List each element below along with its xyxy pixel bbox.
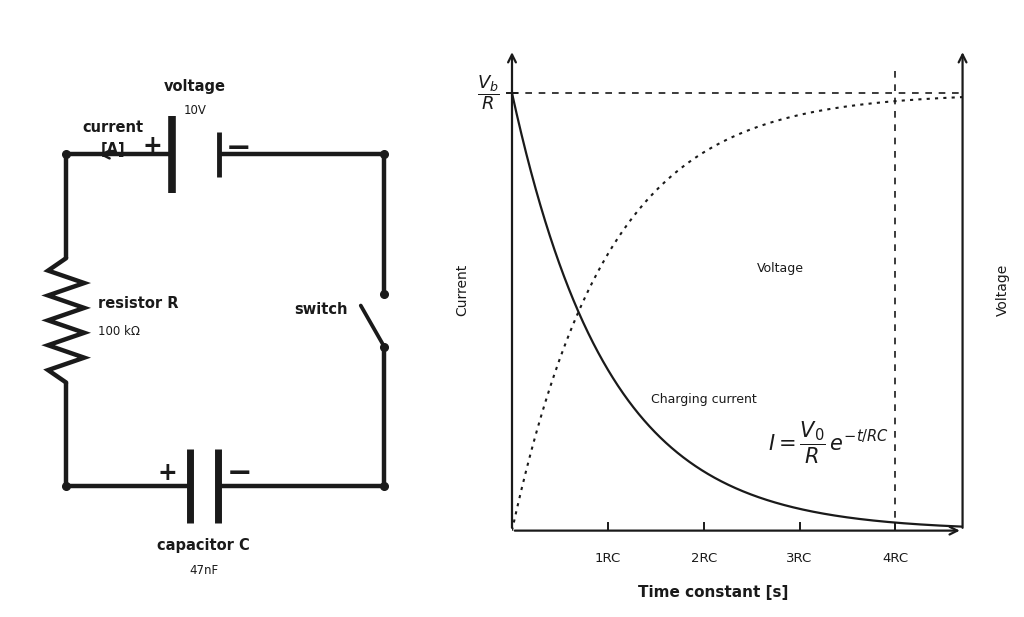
Text: Time constant [s]: Time constant [s]	[638, 586, 788, 600]
Text: Voltage: Voltage	[757, 262, 804, 275]
Text: $I = \dfrac{V_0}{R}\,e^{-t/RC}$: $I = \dfrac{V_0}{R}\,e^{-t/RC}$	[768, 420, 889, 466]
Text: capacitor C: capacitor C	[158, 538, 250, 553]
Text: 10V: 10V	[183, 104, 207, 117]
Text: 1RC: 1RC	[595, 552, 621, 566]
Text: 47nF: 47nF	[189, 564, 218, 577]
Text: switch: switch	[294, 302, 348, 317]
Text: Charging current: Charging current	[651, 393, 757, 406]
Text: 3RC: 3RC	[786, 552, 813, 566]
Text: 2RC: 2RC	[690, 552, 717, 566]
Text: +: +	[158, 461, 177, 485]
Text: +: +	[142, 134, 162, 157]
Text: Voltage: Voltage	[996, 264, 1010, 316]
Text: voltage: voltage	[164, 79, 226, 94]
Text: $\dfrac{V_b}{R}$: $\dfrac{V_b}{R}$	[476, 74, 500, 112]
Text: 100 kΩ: 100 kΩ	[98, 325, 140, 337]
Text: −: −	[227, 458, 253, 487]
Text: −: −	[225, 134, 251, 163]
Text: [A]: [A]	[100, 143, 125, 157]
Text: resistor R: resistor R	[98, 296, 179, 311]
Text: 4RC: 4RC	[883, 552, 908, 566]
Text: current: current	[82, 120, 143, 135]
Text: Current: Current	[456, 264, 469, 316]
